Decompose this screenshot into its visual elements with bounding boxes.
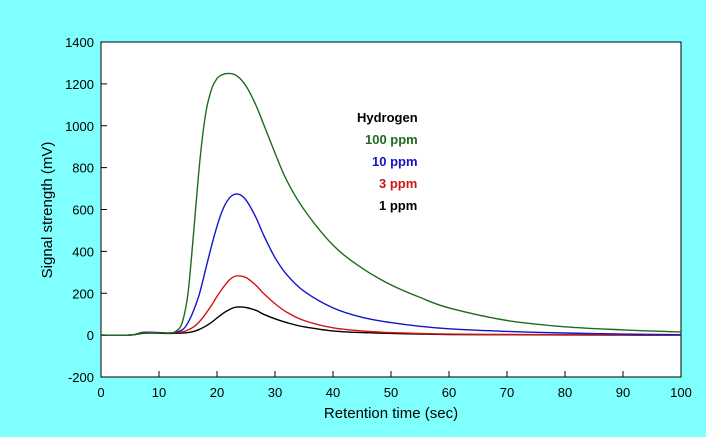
x-tick-label: 0 (97, 385, 104, 400)
x-tick-label: 80 (558, 385, 572, 400)
legend-title: Hydrogen (357, 110, 418, 125)
legend-entry-3ppm: 3 ppm (379, 176, 417, 191)
x-tick-label: 100 (670, 385, 692, 400)
x-axis-ticks: 0 10 20 30 40 50 60 70 80 90 100 (97, 371, 692, 400)
x-tick-label: 60 (442, 385, 456, 400)
y-tick-label: 1200 (65, 77, 94, 92)
y-axis-label: Signal strength (mV) (39, 142, 56, 279)
legend-entry-1ppm: 1 ppm (379, 198, 417, 213)
x-tick-label: 10 (152, 385, 166, 400)
series-layer (100, 72, 682, 336)
legend: Hydrogen 100 ppm 10 ppm 3 ppm 1 ppm (357, 110, 418, 213)
y-tick-label: 1400 (65, 35, 94, 50)
x-tick-label: 70 (500, 385, 514, 400)
x-tick-label: 30 (268, 385, 282, 400)
y-tick-label: 400 (72, 244, 94, 259)
legend-entry-10ppm: 10 ppm (372, 154, 418, 169)
y-tick-label: 800 (72, 161, 94, 176)
y-tick-label: 1000 (65, 119, 94, 134)
x-axis-label: Retention time (sec) (324, 405, 458, 422)
x-tick-label: 50 (384, 385, 398, 400)
plot-area (100, 41, 682, 378)
y-axis-ticks: -200 0 200 400 600 800 1000 1200 1400 (65, 35, 107, 385)
legend-entry-100ppm: 100 ppm (365, 132, 418, 147)
y-tick-label: -200 (68, 370, 94, 385)
y-tick-label: 600 (72, 203, 94, 218)
y-tick-label: 200 (72, 286, 94, 301)
y-tick-label: 0 (87, 328, 94, 343)
x-tick-label: 40 (326, 385, 340, 400)
x-tick-label: 20 (210, 385, 224, 400)
x-tick-label: 90 (616, 385, 630, 400)
series-line-100ppm (100, 72, 682, 336)
